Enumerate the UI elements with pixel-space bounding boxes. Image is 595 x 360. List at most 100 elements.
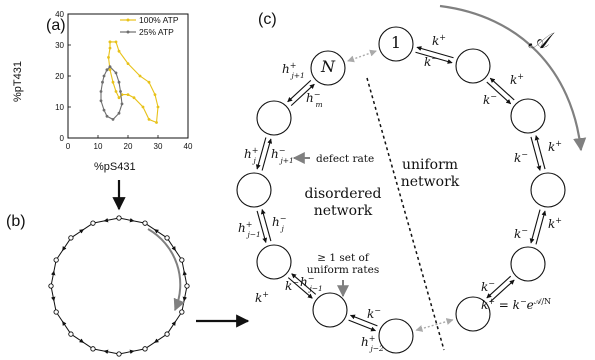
panel-a-label: (a) xyxy=(46,17,66,34)
backward-arrow xyxy=(489,279,515,303)
backward-arrow xyxy=(535,210,547,245)
rate-h-minus: h− m xyxy=(306,90,323,109)
ring-edge-arrow xyxy=(103,349,109,355)
series-point-0 xyxy=(147,80,151,84)
y-axis-label: %pT431 xyxy=(12,61,24,102)
series-point-1 xyxy=(120,102,124,106)
rate-h-minus: h− j xyxy=(272,214,286,233)
series-point-1 xyxy=(101,80,104,84)
ring-network-small xyxy=(48,215,190,357)
rate-h-minus: h− j+1 xyxy=(271,146,294,165)
series-point-1 xyxy=(99,99,103,103)
y-tick-label: 20 xyxy=(55,72,64,81)
forward-arrow xyxy=(260,209,272,242)
backward-arrow xyxy=(348,319,376,332)
ring-node xyxy=(179,257,185,263)
series-point-0 xyxy=(132,96,136,100)
uniform-set-label-1: ≥ 1 set of xyxy=(317,252,370,264)
uniform-rate-equation: k+ = k−e𝒜/N xyxy=(481,297,551,312)
node-7 xyxy=(312,292,348,328)
legend-marker-100 xyxy=(126,18,130,22)
ring-node xyxy=(179,309,185,315)
ring-node xyxy=(90,220,96,226)
ring-edge-arrow xyxy=(62,245,67,251)
forward-arrow xyxy=(261,138,273,171)
rate-h-plus: h+ j−1 xyxy=(238,220,261,239)
legend-marker-25 xyxy=(126,30,130,34)
ring-node xyxy=(116,215,122,221)
disordered-label-1: disordered xyxy=(305,186,382,202)
node-9 xyxy=(236,172,272,208)
backward-arrow xyxy=(534,135,546,170)
uniform-label-2: network xyxy=(401,174,460,190)
forward-arrow xyxy=(486,81,512,105)
series-point-0 xyxy=(108,68,112,72)
node-11 xyxy=(310,50,346,86)
node-10 xyxy=(256,100,292,136)
rate-k-minus: k− xyxy=(514,226,528,241)
rate-k-minus: k− xyxy=(285,278,299,293)
rate-k-minus: k− xyxy=(481,279,495,294)
dashed-link xyxy=(347,49,377,63)
forward-arrow xyxy=(291,273,317,295)
cycle-arrow-small xyxy=(147,228,185,312)
series-point-1 xyxy=(111,118,115,121)
forward-arrow xyxy=(290,83,315,107)
ring-edge-arrow xyxy=(103,217,109,223)
rate-h-plus: h+ j+1 xyxy=(282,61,305,80)
rate-k-minus: k− xyxy=(367,306,381,321)
uniform-set-label-2: uniform rates xyxy=(307,264,380,276)
ring-node xyxy=(116,351,122,357)
panel-c-label: (c) xyxy=(258,11,277,28)
ring-edge-arrow xyxy=(78,229,84,234)
ring-edge-arrow xyxy=(171,321,176,327)
backward-arrow xyxy=(256,210,268,243)
forward-arrow xyxy=(415,51,453,64)
backward-arrow xyxy=(255,137,267,170)
legend-entry-100: 100% ATP xyxy=(139,15,179,25)
ring-edge-arrow xyxy=(182,296,188,302)
backward-arrow xyxy=(489,77,515,101)
series-point-0 xyxy=(114,40,118,44)
ring-edge-arrow xyxy=(50,270,56,276)
rate-k-plus: k+ xyxy=(548,139,562,154)
legend: 100% ATP 25% ATP xyxy=(120,15,179,37)
rate-h-plus: h+ j−2 xyxy=(361,334,384,353)
series-point-1 xyxy=(117,111,121,115)
rate-h-plus: h+ j xyxy=(244,146,258,165)
series-point-0 xyxy=(141,105,145,109)
ring-edge-arrow xyxy=(129,349,135,355)
panel-b-label: (b) xyxy=(6,213,26,230)
affinity-symbol: 𝒜 xyxy=(528,29,555,54)
series-point-0 xyxy=(155,121,158,124)
ring-node xyxy=(53,309,59,315)
ring-edge-arrow xyxy=(154,338,160,343)
affinity-arrow xyxy=(439,4,587,152)
x-axis-label: %pS431 xyxy=(94,161,136,173)
series-point-0 xyxy=(111,80,115,84)
rate-labels: k+ k− k+ k− k+ k− k+ k− k− k+ = k−e𝒜/N h+ j+1h− m h+ j… xyxy=(238,33,562,353)
y-tick-label: 10 xyxy=(55,103,64,112)
series-point-0 xyxy=(117,96,121,100)
ring-edge-arrow xyxy=(182,270,188,276)
backward-arrow xyxy=(416,46,454,59)
x-tick-label: 0 xyxy=(66,142,71,151)
series-line-0 xyxy=(107,41,159,124)
ring-edge-arrow xyxy=(78,338,84,343)
series-point-1 xyxy=(102,74,106,78)
series-point-0 xyxy=(147,118,151,121)
ring-node xyxy=(53,257,59,263)
ring-edge-arrow xyxy=(50,296,56,302)
series-point-0 xyxy=(126,93,130,96)
forward-arrow xyxy=(530,136,542,171)
ring-node xyxy=(184,283,190,289)
series-point-1 xyxy=(102,108,106,112)
series-point-0 xyxy=(108,40,112,44)
series-point-0 xyxy=(114,90,118,93)
ring-edge-arrow xyxy=(171,245,176,251)
node-0 xyxy=(378,26,414,62)
ring-node xyxy=(164,331,170,337)
ring-node xyxy=(142,220,148,226)
rate-k-plus: k+ xyxy=(255,290,269,305)
